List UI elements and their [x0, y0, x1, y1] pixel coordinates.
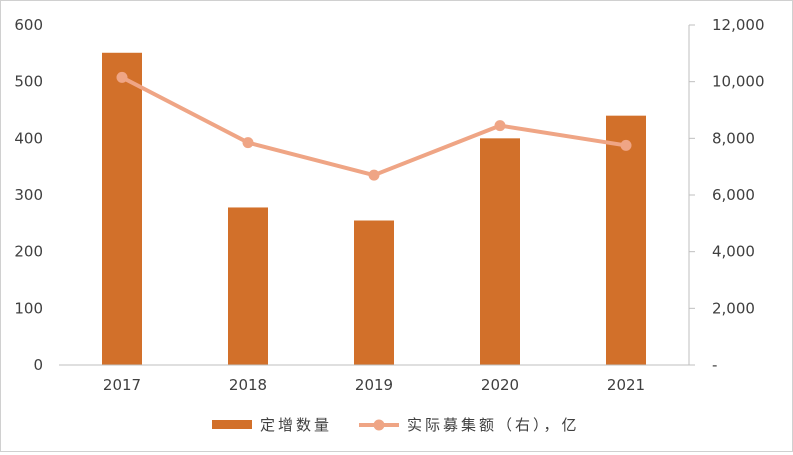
line-path	[121, 75, 627, 178]
left-tick-label: 500	[14, 73, 43, 91]
bar	[102, 52, 142, 366]
left-axis-ticks: 0 100 200 300 400 500 600	[14, 16, 43, 374]
x-axis-ticks: 2017 2018 2019 2020 2021	[103, 376, 645, 394]
left-tick-label: 200	[14, 243, 43, 261]
right-tick-label: 12,000	[712, 16, 765, 34]
right-tick-label: 6,000	[712, 186, 755, 204]
x-tick-label: 2019	[355, 376, 393, 394]
line-point	[620, 139, 632, 151]
x-tick-label: 2020	[481, 376, 519, 394]
legend-swatch-marker	[373, 419, 385, 431]
x-tick-label: 2017	[103, 376, 141, 394]
bar-series	[102, 52, 646, 366]
bar	[228, 207, 268, 365]
left-tick-label: 100	[14, 299, 43, 317]
line-point	[242, 137, 254, 149]
left-tick-label: 400	[14, 129, 43, 147]
left-tick-label: 600	[14, 16, 43, 34]
bar	[354, 220, 394, 365]
right-tick-label: -	[712, 356, 717, 374]
bar	[480, 138, 520, 365]
x-tick-label: 2018	[229, 376, 267, 394]
legend-label-line: 实际募集额（右），亿	[407, 416, 580, 434]
right-tick-label: 4,000	[712, 243, 755, 261]
right-axis: - 2,000 4,000 6,000 8,000 10,000 12,000	[688, 16, 765, 374]
x-tick-label: 2021	[607, 376, 645, 394]
legend-label-bar: 定增数量	[260, 416, 332, 434]
legend-swatch-bar	[212, 420, 252, 429]
line-point	[116, 71, 128, 83]
left-tick-label: 300	[14, 186, 43, 204]
line-point	[494, 120, 506, 132]
line-series	[116, 71, 632, 181]
line-point	[368, 169, 380, 181]
right-tick-label: 10,000	[712, 73, 765, 91]
right-tick-label: 8,000	[712, 129, 755, 147]
bar	[606, 115, 646, 366]
legend: 定增数量 实际募集额（右），亿	[212, 416, 580, 434]
left-tick-label: 0	[33, 356, 43, 374]
right-tick-label: 2,000	[712, 299, 755, 317]
